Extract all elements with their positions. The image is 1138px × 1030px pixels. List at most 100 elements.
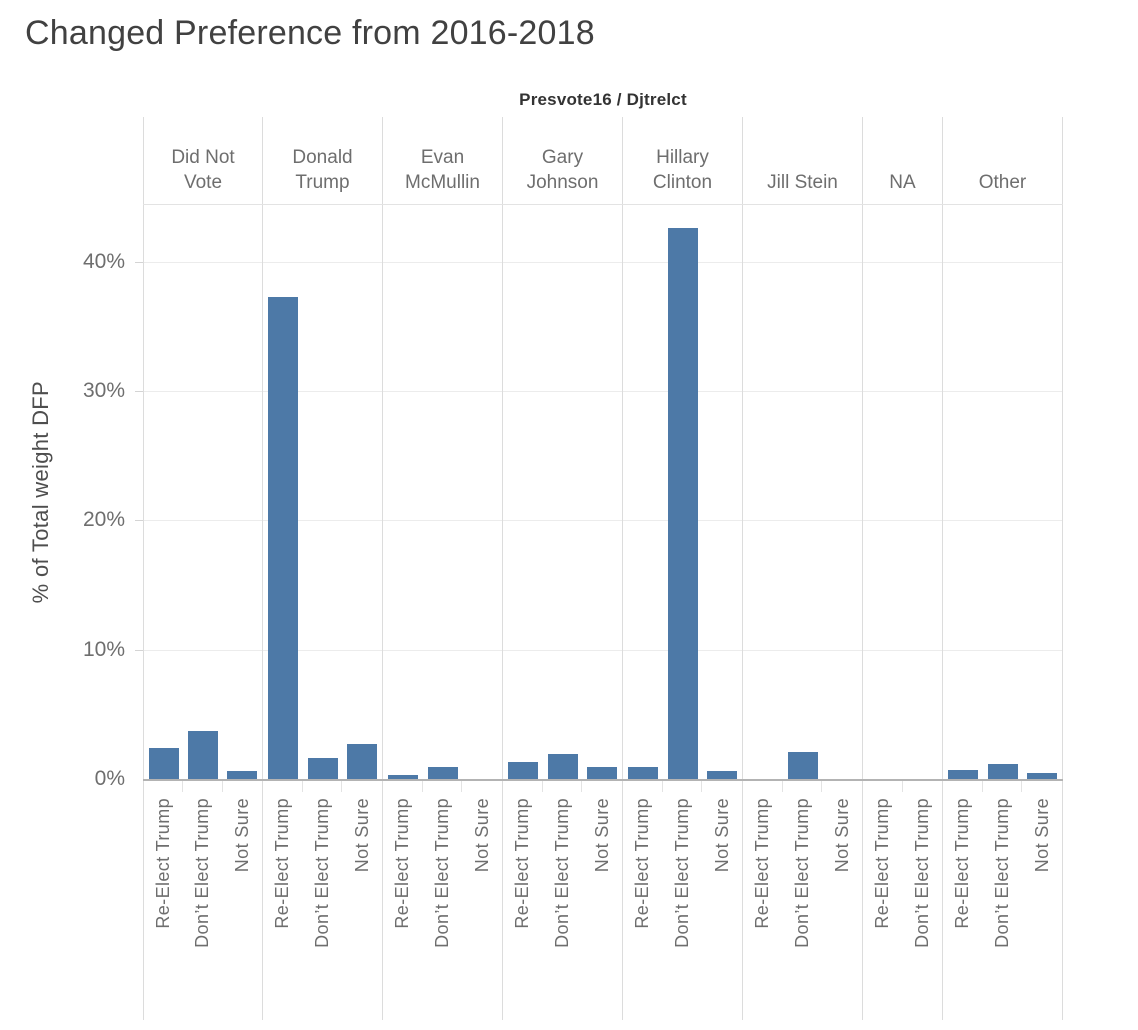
plot-area: Did Not Vote Donald Trump Evan McMullin Gary Jo… [143,117,1063,1020]
bar[interactable] [627,767,658,779]
bar[interactable] [667,228,698,779]
grid-line [143,262,1063,263]
panel-other [943,205,1063,779]
x-axis-tick [144,781,184,792]
header-tick [383,117,503,130]
x-label-slot: Don’t Elect Trump [663,792,703,1020]
x-label-panel: Re-Elect Trump Don’t Elect Trump Not Sure [143,792,263,1020]
x-tick-panel [623,781,743,792]
column-header-line: NA [889,172,916,193]
x-axis-tick [303,781,343,792]
bar[interactable] [547,754,578,779]
bar-slot [743,205,783,779]
bar-slot [183,205,222,779]
x-label-panel: Re-Elect Trump Don’t Elect Trump Not Sure [503,792,623,1020]
bar-slot [943,205,983,779]
x-axis-tick [983,781,1023,792]
x-axis-tick [663,781,703,792]
bar[interactable] [148,748,179,779]
bar-slot [863,205,903,779]
bar[interactable] [1027,772,1058,779]
x-axis-tick [383,781,423,792]
x-axis-tick [863,781,903,792]
x-label-slot: Don’t Elect Trump [983,792,1023,1020]
y-axis-tick [135,520,143,522]
x-label-slot: Not Sure [822,792,862,1020]
column-header: Donald Trump [263,130,383,204]
bar[interactable] [427,767,458,779]
y-axis-tick-marks [135,205,143,779]
x-label-slot: Not Sure [1022,792,1062,1020]
x-axis-tick [702,781,742,792]
bar-slot [383,205,423,779]
bar[interactable] [267,296,298,779]
bar-slot [223,205,262,779]
y-axis-tick [135,261,143,263]
x-tick-label: Re-Elect Trump [872,798,893,929]
panel-na [863,205,943,779]
x-axis-tick [783,781,823,792]
x-tick-label: Not Sure [831,798,852,873]
bar[interactable] [987,763,1018,779]
chart-title: Changed Preference from 2016-2018 [25,14,595,52]
x-label-slot: Don’t Elect Trump [783,792,823,1020]
x-tick-label: Re-Elect Trump [153,798,174,929]
y-tick-label: 10% [82,637,125,661]
bar-slot [303,205,343,779]
grid-line [143,520,1063,521]
x-tick-label: Don’t Elect Trump [792,798,812,948]
x-tick-panel [943,781,1063,792]
x-axis-tick [1022,781,1062,792]
x-label-slot: Re-Elect Trump [263,792,303,1020]
bar[interactable] [587,767,618,779]
header-tick [863,117,943,130]
bar[interactable] [347,744,378,779]
y-tick-label: 0% [94,767,125,790]
x-label-slot: Re-Elect Trump [743,792,783,1020]
x-tick-label: Don’t Elect Trump [672,798,692,948]
bar[interactable] [707,771,738,779]
grid-line [143,650,1063,651]
bar[interactable] [787,751,818,779]
x-axis-tick [743,781,783,792]
x-label-slot: Re-Elect Trump [623,792,663,1020]
y-axis-tick-labels: 0% 10% 20% 30% 40% [0,205,133,790]
column-header-line: Clinton [652,172,713,193]
bar-slot [822,205,862,779]
bar-slot [144,205,183,779]
x-label-panel: Re-Elect Trump Don’t Elect Trump Not Sure [623,792,743,1020]
bar-slot [663,205,703,779]
x-tick-label: Not Sure [1031,798,1052,873]
x-axis-tick [822,781,862,792]
x-axis-tick [543,781,583,792]
column-header: Did Not Vote [143,130,263,204]
x-tick-panel [143,781,263,792]
column-header-line: Hillary [656,147,709,168]
x-axis-tick [423,781,463,792]
bar[interactable] [227,771,258,779]
bar[interactable] [187,731,218,779]
header-tick [263,117,383,130]
bar[interactable] [387,775,418,779]
panel-donald-trump [263,205,383,779]
chart-pane [143,205,1063,779]
column-header: Other [943,130,1063,204]
x-label-slot: Re-Elect Trump [503,792,543,1020]
column-header: Hillary Clinton [623,130,743,204]
bar[interactable] [947,770,978,779]
y-axis-tick [135,649,143,651]
x-label-slot: Re-Elect Trump [144,792,183,1020]
bar[interactable] [307,758,338,779]
header-tick [743,117,863,130]
x-tick-label: Not Sure [471,798,492,873]
x-tick-panel [863,781,943,792]
x-axis-tick [903,781,943,792]
y-tick-label: 40% [82,249,125,273]
grid-line [143,391,1063,392]
x-axis-tick [462,781,502,792]
column-header-line: Donald [292,147,353,168]
x-axis-tick [623,781,663,792]
x-tick-label: Not Sure [591,798,612,873]
bar[interactable] [507,762,538,779]
